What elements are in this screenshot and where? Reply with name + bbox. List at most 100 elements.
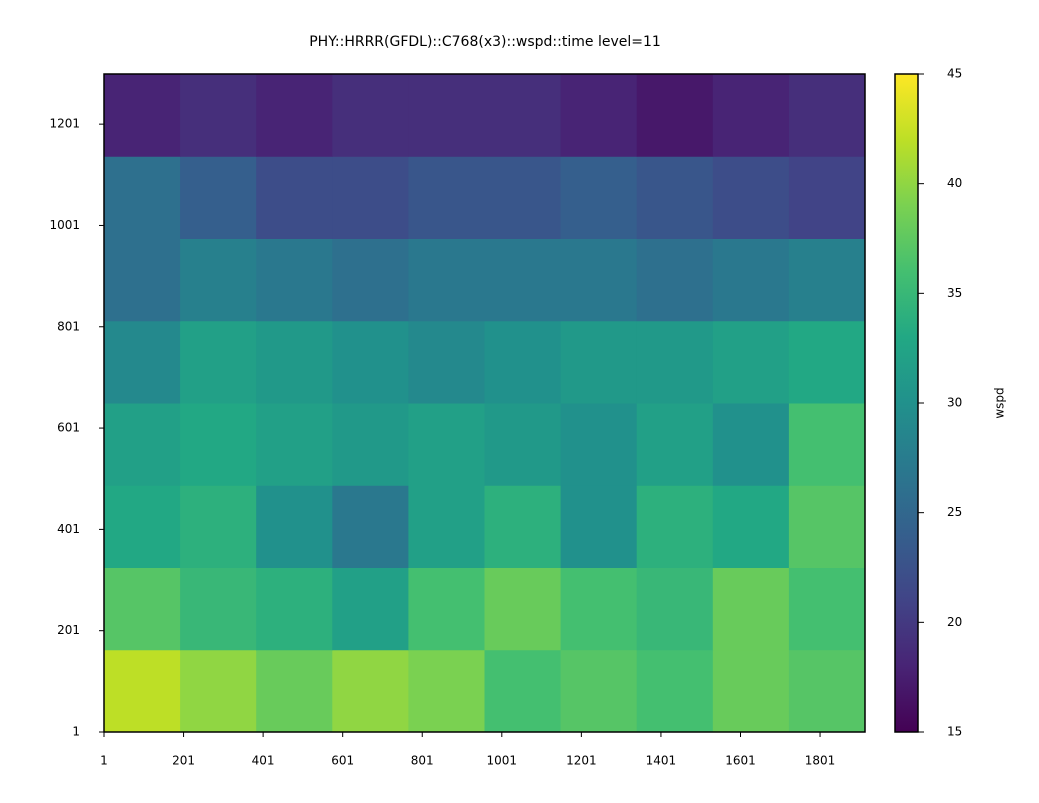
- x-tick-label: 1401: [646, 754, 677, 768]
- y-tick-label: 201: [57, 623, 80, 637]
- x-tick-label: 1001: [487, 754, 518, 768]
- heatmap-cell: [408, 485, 485, 568]
- heatmap-cell: [484, 156, 562, 239]
- heatmap-cell: [256, 567, 333, 651]
- heatmap-cell: [332, 567, 409, 651]
- heatmap-cell: [256, 156, 333, 239]
- heatmap-cell: [180, 403, 257, 486]
- colorbar-tick-label: 30: [947, 396, 962, 410]
- x-tick-label: 1601: [725, 754, 756, 768]
- heatmap-cell: [788, 74, 866, 157]
- heatmap-cell: [256, 320, 333, 404]
- x-tick-label: 801: [411, 754, 434, 768]
- heatmap-cell: [332, 649, 409, 733]
- heatmap-cell: [256, 238, 333, 322]
- heatmap-cell: [560, 320, 638, 404]
- heatmap-cell: [408, 649, 485, 733]
- heatmap-cell: [180, 74, 257, 157]
- heatmap: [104, 74, 866, 733]
- chart-title: PHY::HRRR(GFDL)::C768(x3)::wspd::time le…: [309, 34, 661, 50]
- heatmap-cell: [788, 320, 866, 404]
- heatmap-cell: [104, 567, 181, 651]
- heatmap-cell: [408, 320, 485, 404]
- heatmap-cell: [408, 403, 485, 486]
- heatmap-cell: [256, 649, 333, 733]
- heatmap-cell: [104, 156, 181, 239]
- heatmap-cell: [332, 485, 409, 568]
- heatmap-cell: [408, 238, 485, 322]
- colorbar-label: wspd: [993, 387, 1007, 418]
- heatmap-cell: [712, 320, 790, 404]
- heatmap-cell: [484, 403, 562, 486]
- x-tick-label: 401: [252, 754, 275, 768]
- heatmap-cell: [636, 485, 714, 568]
- heatmap-cell: [180, 156, 257, 239]
- heatmap-cell: [180, 567, 257, 651]
- y-tick-label: 1201: [49, 117, 80, 131]
- heatmap-cell: [560, 156, 638, 239]
- colorbar-tick-label: 20: [947, 615, 962, 629]
- plot-frame: [103, 73, 866, 733]
- heatmap-cell: [484, 74, 562, 157]
- colorbar-tick-label: 40: [947, 176, 962, 190]
- heatmap-cell: [560, 567, 638, 651]
- heatmap-cell: [332, 320, 409, 404]
- heatmap-cell: [104, 238, 181, 322]
- colorbar: [894, 73, 919, 733]
- heatmap-cell: [408, 567, 485, 651]
- colorbar-tick-label: 15: [947, 725, 962, 739]
- y-tick-label: 1: [72, 725, 80, 739]
- heatmap-cell: [712, 567, 790, 651]
- heatmap-cell: [408, 74, 485, 157]
- heatmap-cell: [332, 74, 409, 157]
- heatmap-cell: [256, 485, 333, 568]
- heatmap-cell: [484, 567, 562, 651]
- heatmap-cell: [788, 238, 866, 322]
- heatmap-cell: [712, 238, 790, 322]
- heatmap-cell: [408, 156, 485, 239]
- heatmap-cell: [332, 156, 409, 239]
- heatmap-cell: [484, 485, 562, 568]
- heatmap-cell: [636, 567, 714, 651]
- heatmap-cell: [104, 485, 181, 568]
- heatmap-cell: [104, 320, 181, 404]
- heatmap-cell: [788, 403, 866, 486]
- y-tick-label: 401: [57, 522, 80, 536]
- heatmap-cell: [104, 403, 181, 486]
- y-tick-label: 1001: [49, 218, 80, 232]
- heatmap-cell: [636, 649, 714, 733]
- heatmap-cell: [256, 74, 333, 157]
- heatmap-cell: [712, 485, 790, 568]
- heatmap-cell: [560, 485, 638, 568]
- x-tick-label: 1201: [566, 754, 597, 768]
- heatmap-cell: [484, 238, 562, 322]
- heatmap-cell: [180, 485, 257, 568]
- colorbar-tick-label: 35: [947, 286, 962, 300]
- heatmap-cell: [256, 403, 333, 486]
- heatmap-cell: [788, 567, 866, 651]
- colorbar-tick-label: 45: [947, 67, 962, 81]
- heatmap-cell: [712, 156, 790, 239]
- heatmap-cell: [104, 74, 181, 157]
- heatmap-cell: [636, 403, 714, 486]
- heatmap-cell: [560, 74, 638, 157]
- heatmap-cell: [636, 320, 714, 404]
- heatmap-cell: [180, 238, 257, 322]
- heatmap-cell: [484, 320, 562, 404]
- heatmap-cell: [712, 74, 790, 157]
- heatmap-cell: [332, 238, 409, 322]
- y-tick-label: 601: [57, 421, 80, 435]
- x-tick-label: 1801: [805, 754, 836, 768]
- heatmap-cell: [560, 238, 638, 322]
- y-tick-label: 801: [57, 319, 80, 333]
- heatmap-cell: [636, 74, 714, 157]
- heatmap-cell: [636, 156, 714, 239]
- x-tick-label: 601: [331, 754, 354, 768]
- heatmap-cell: [636, 238, 714, 322]
- heatmap-cell: [712, 649, 790, 733]
- heatmap-cell: [788, 649, 866, 733]
- heatmap-cell: [560, 649, 638, 733]
- heatmap-cell: [484, 649, 562, 733]
- heatmap-cell: [788, 485, 866, 568]
